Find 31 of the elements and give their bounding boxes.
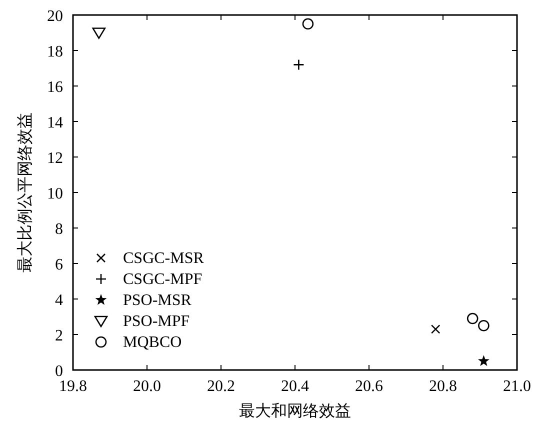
legend-label: PSO-MPF — [123, 313, 190, 330]
x-tick-label: 20.4 — [281, 378, 309, 395]
legend-label: CSGC-MPF — [123, 271, 202, 288]
legend-label: MQBCO — [123, 334, 182, 351]
legend-label: CSGC-MSR — [123, 250, 204, 267]
y-tick-label: 16 — [47, 79, 63, 96]
point — [92, 28, 106, 39]
x-tick-label: 21.0 — [503, 378, 531, 395]
y-tick-label: 2 — [55, 328, 63, 344]
y-tick-label: 6 — [55, 256, 63, 274]
y-tick-label: 18 — [47, 44, 63, 60]
y-tick-label: 10 — [47, 186, 63, 202]
point — [302, 18, 314, 30]
x-tick-label: 20.6 — [355, 378, 383, 395]
y-tick-label: 8 — [55, 221, 63, 238]
point — [478, 320, 490, 332]
y-tick-label: 20 — [47, 8, 63, 25]
point — [478, 355, 490, 366]
point — [430, 324, 440, 334]
y-tick-label: 0 — [55, 363, 63, 380]
y-tick-label: 14 — [47, 114, 63, 132]
y-tick-label: 4 — [55, 292, 63, 309]
x-tick-label: 20.0 — [133, 378, 161, 395]
x-tick-label: 20.2 — [207, 378, 235, 395]
x-tick-label: 19.8 — [59, 378, 87, 395]
y-tick-label: 12 — [47, 150, 63, 167]
point — [466, 312, 478, 324]
x-tick-label: 20.8 — [429, 378, 457, 395]
legend-label: PSO-MSR — [123, 292, 192, 309]
x-axis-title: 最大和网络效益 — [239, 402, 351, 420]
y-axis-title: 最大比例公平网络效益 — [16, 112, 34, 272]
